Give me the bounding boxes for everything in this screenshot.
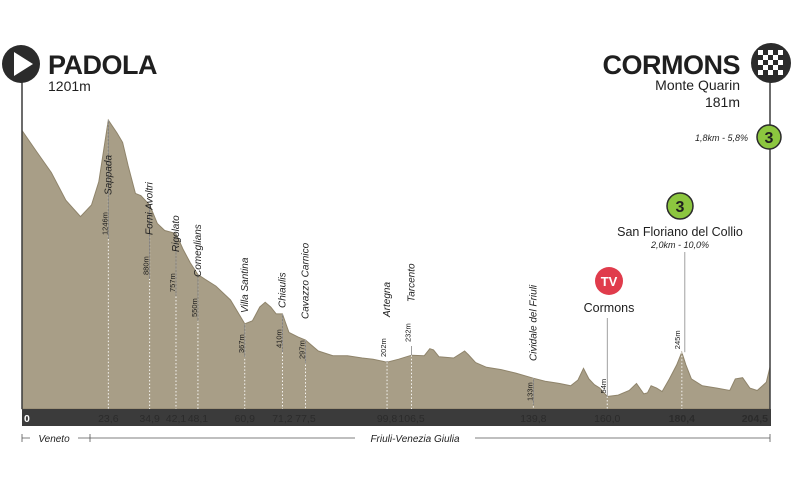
finish-flag-icon [751,43,791,83]
km-tick-48-1: 48,1 [188,413,209,425]
km-tick-180-4: 180,4 [669,413,695,425]
place-label-cividale-del-friuli: Cividale del Friuli [528,284,539,361]
region-friuli: Friuli-Venezia Giulia [370,434,460,445]
finish-climb-category: 3 [765,130,774,147]
place-label-tarcento: Tarcento [407,263,418,302]
place-label-artegna: Artegna [382,282,393,318]
km-tick-99-8: 99,8 [377,413,398,425]
tv-icon: TV [595,267,623,295]
km-tick-23-6: 23,6 [98,413,119,425]
km-axis-bar [22,409,771,426]
tv-label: TV [601,274,618,289]
profile-layer [21,118,771,410]
checker-square [758,70,763,75]
km-tick-34-9: 34,9 [139,413,160,425]
checker-square [773,55,778,60]
place-label-comeglians: Comeglians [193,224,204,277]
region-veneto: Veneto [38,434,70,445]
altitude-label-chiaulis: 410m [274,329,283,348]
place-label-sappada: Sappada [103,155,114,195]
start-altitude: 1201m [48,78,91,94]
km-tick-77-5: 77,5 [295,413,316,425]
altitude-label-cormons: 54m [599,379,608,394]
place-label-cavazzo-carnico: Cavazzo Carnico [300,242,311,319]
km-tick-60-9: 60,9 [235,413,256,425]
finish-climb-detail: 1,8km - 5,8% [695,133,748,143]
checker-square [763,65,768,70]
region-bar: Veneto Friuli-Venezia Giulia [21,431,771,445]
san-floriano-climb-category: 3 [676,199,685,216]
san-floriano-climb-detail: 2,0km - 10,0% [650,240,709,250]
place-label-forni-avoltri: Forni Avoltri [145,181,156,235]
km-tick-42-1: 42,1 [166,413,187,425]
checker-square [768,60,773,65]
altitude-label-sappada: 1246m [100,212,109,235]
altitude-label-tarcento: 232m [404,323,413,342]
finish-climb-badge: 3 [756,124,782,150]
checker-square [778,50,783,55]
san-floriano-climb-name: San Floriano del Collio [617,225,743,239]
checker-square [763,55,768,60]
finish-altitude: 181m [705,94,740,110]
finish-name: CORMONS [603,50,741,80]
altitude-label-forni-avoltri: 880m [142,256,151,275]
tv-place-name: Cormons [584,301,635,315]
checker-square [773,65,778,70]
checker-square [768,50,773,55]
checker-square [768,70,773,75]
altitude-label-artegna: 202m [379,338,388,357]
altitude-label-cividale-del-friuli: 133m [525,382,534,401]
km-tick-71-2: 71,2 [272,413,293,425]
km-tick-204-5: 204,5 [742,413,768,425]
san-floriano-climb-badge: 3 [666,192,694,220]
place-label-chiaulis: Chiaulis [277,272,288,308]
checker-square [778,60,783,65]
elevation-profile-area [21,118,771,410]
km-tick-106-5: 106,5 [398,413,424,425]
checker-square [758,50,763,55]
altitude-label-cavazzo-carnico: 297m [297,340,306,359]
place-marker-layer: Sappada 1246m Forni Avoltri 880m Rigolato 757… [100,120,686,409]
finish-subtitle: Monte Quarin [655,77,740,93]
altitude-label-comeglians: 550m [190,298,199,317]
place-label-rigolato: Rigolato [171,215,182,252]
km-tick-139-8: 139,8 [520,413,546,425]
checker-square [758,60,763,65]
checker-square [778,70,783,75]
km-tick-layer: 0 23,6 34,9 42,1 48,1 60,9 71,2 77,5 99,8 106,5 13… [24,413,768,425]
place-label-villa-santina: Villa Santina [240,257,251,313]
altitude-label-rigolato: 757m [168,273,177,292]
start-flag-icon [2,45,40,83]
checkered-pattern [758,50,783,75]
altitude-label-villa-santina: 367m [237,334,246,353]
altitude-label-san-floriano-del-collio: 245m [673,330,682,349]
km-tick-0: 0 [24,413,30,425]
start-name: PADOLA [48,50,157,80]
km-tick-160-0: 160,0 [594,413,620,425]
